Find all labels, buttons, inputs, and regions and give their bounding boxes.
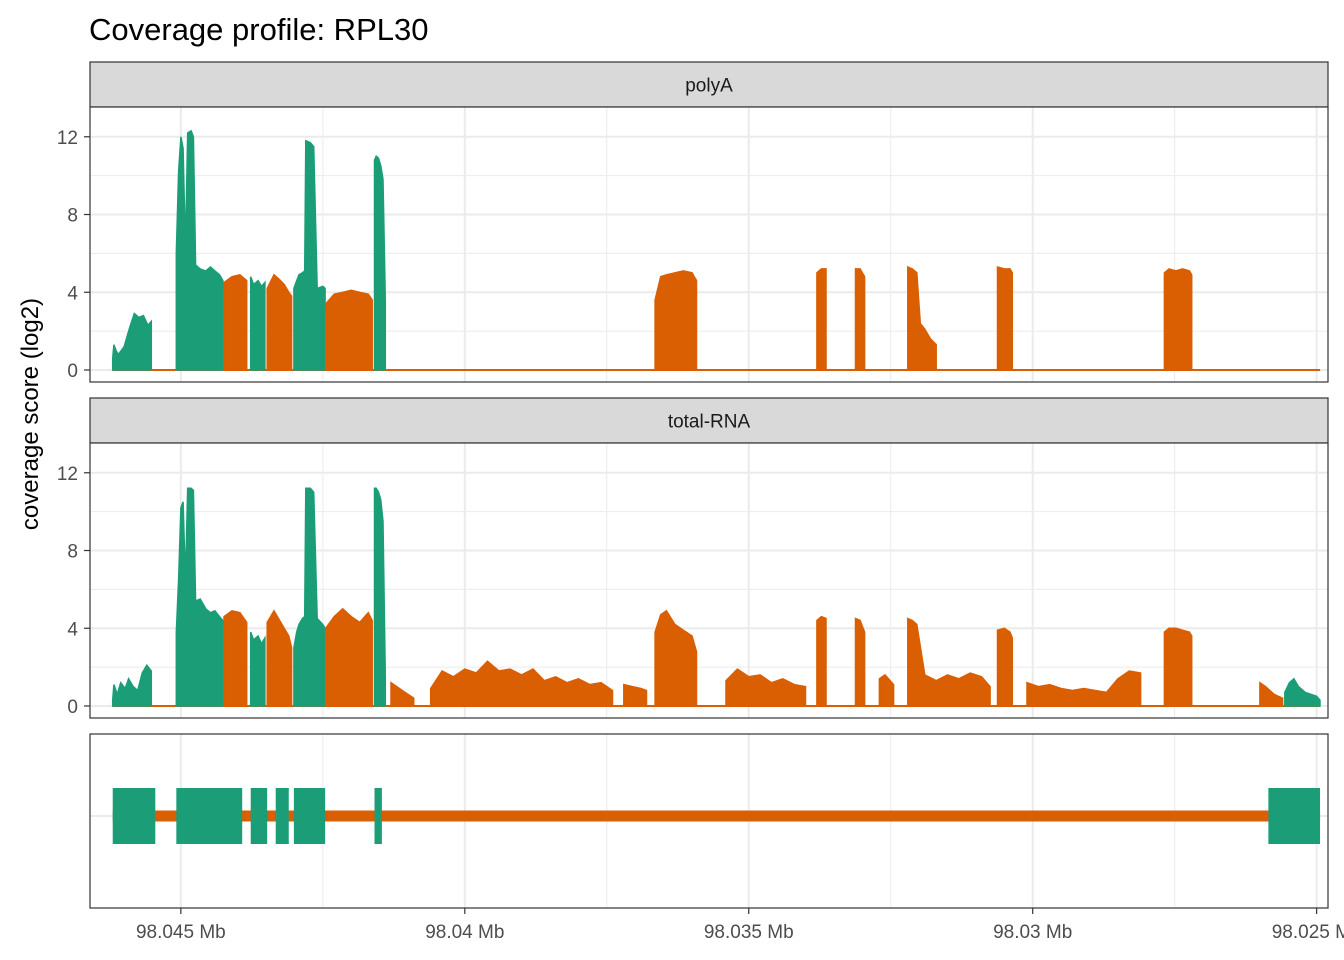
panel-border-total-rna bbox=[89, 442, 1329, 719]
coverage-series-intron-total-rna-11 bbox=[654, 609, 698, 707]
y-tick-label: 12 bbox=[57, 128, 78, 149]
y-tick-label: 8 bbox=[67, 206, 78, 227]
coverage-series-exon-total-rna-0 bbox=[111, 663, 153, 707]
coverage-series-intron-total-rna-9 bbox=[429, 660, 614, 707]
coverage-series-intron-polya-6 bbox=[266, 273, 293, 371]
coverage-series-intron-polya-7 bbox=[324, 289, 373, 371]
coverage-series-exon-total-rna-4 bbox=[373, 487, 387, 707]
y-tick-label: 4 bbox=[67, 619, 78, 640]
coverage-series-exon-total-rna-2 bbox=[249, 631, 266, 707]
facet-label-total-rna: total-RNA bbox=[668, 412, 751, 433]
x-tick-label: 98.04 Mb bbox=[425, 922, 504, 943]
coverage-series-intron-total-rna-7 bbox=[324, 607, 373, 707]
panel-border-polya bbox=[89, 106, 1329, 383]
coverage-series-intron-total-rna-17 bbox=[996, 627, 1014, 707]
coverage-series-exon-polya-2 bbox=[249, 276, 266, 371]
gene-model-border bbox=[89, 733, 1329, 909]
coverage-series-intron-total-rna-13 bbox=[816, 615, 827, 707]
coverage-series-intron-total-rna-8 bbox=[390, 681, 415, 707]
coverage-series-intron-total-rna-16 bbox=[907, 617, 991, 707]
facet-strip-polya bbox=[89, 61, 1329, 108]
coverage-series-intron-total-rna-20 bbox=[1259, 681, 1284, 707]
y-tick-label: 8 bbox=[67, 542, 78, 563]
coverage-series-intron-total-rna-10 bbox=[623, 683, 648, 707]
coverage-series-exon-polya-3 bbox=[293, 139, 326, 371]
coverage-series-exon-polya-0 bbox=[111, 312, 153, 371]
coverage-series-exon-total-rna-1 bbox=[175, 487, 224, 707]
coverage-series-intron-total-rna-19 bbox=[1163, 627, 1193, 707]
gene-exon-6 bbox=[374, 788, 382, 844]
plot-layer: polyA 0 4 8 12 total-RNA 0 4 8 12 98.045 Mb 98.04 M… bbox=[57, 61, 1344, 943]
coverage-series-intron-total-rna-6 bbox=[266, 609, 293, 707]
chart-title: Coverage profile: RPL30 bbox=[89, 12, 428, 47]
coverage-series-intron-total-rna-15 bbox=[878, 673, 895, 707]
coverage-series-intron-polya-8 bbox=[654, 270, 698, 371]
x-tick-label: 98.035 Mb bbox=[704, 922, 794, 943]
gene-exon-2 bbox=[176, 788, 243, 844]
coverage-series-intron-polya-9 bbox=[816, 268, 827, 371]
coverage-series-exon-polya-1 bbox=[175, 129, 224, 371]
gene-exon-4 bbox=[275, 788, 289, 844]
coverage-series-exon-polya-4 bbox=[373, 154, 387, 371]
x-tick-label: 98.025 Mb bbox=[1272, 922, 1344, 943]
gene-exon-5 bbox=[293, 788, 326, 844]
coverage-series-exon-total-rna-3 bbox=[293, 487, 326, 707]
coverage-series-intron-polya-11 bbox=[907, 265, 937, 371]
coverage-series-intron-total-rna-12 bbox=[725, 668, 807, 707]
x-tick-label: 98.045 Mb bbox=[136, 922, 226, 943]
y-tick-label: 4 bbox=[67, 283, 78, 304]
coverage-series-intron-polya-13 bbox=[1163, 268, 1193, 371]
y-tick-label: 0 bbox=[67, 361, 78, 382]
y-tick-label: 0 bbox=[67, 697, 78, 718]
gene-exon-3 bbox=[250, 788, 268, 844]
coverage-series-intron-total-rna-14 bbox=[854, 617, 866, 707]
coverage-series-intron-total-rna-18 bbox=[1026, 670, 1142, 707]
coverage-series-intron-polya-12 bbox=[996, 266, 1014, 371]
x-tick-label: 98.03 Mb bbox=[993, 922, 1072, 943]
gene-exon-7 bbox=[1268, 788, 1321, 844]
coverage-series-intron-polya-5 bbox=[223, 273, 248, 371]
coverage-series-intron-polya-10 bbox=[854, 268, 866, 371]
facet-label-polya: polyA bbox=[685, 76, 733, 97]
y-axis-label: coverage score (log2) bbox=[17, 298, 44, 530]
coverage-series-intron-total-rna-5 bbox=[223, 609, 248, 707]
gene-intron-line bbox=[112, 810, 1321, 822]
coverage-series-exon-total-rna-21 bbox=[1284, 677, 1321, 707]
y-tick-label: 12 bbox=[57, 464, 78, 485]
gene-exon-1 bbox=[112, 788, 156, 844]
